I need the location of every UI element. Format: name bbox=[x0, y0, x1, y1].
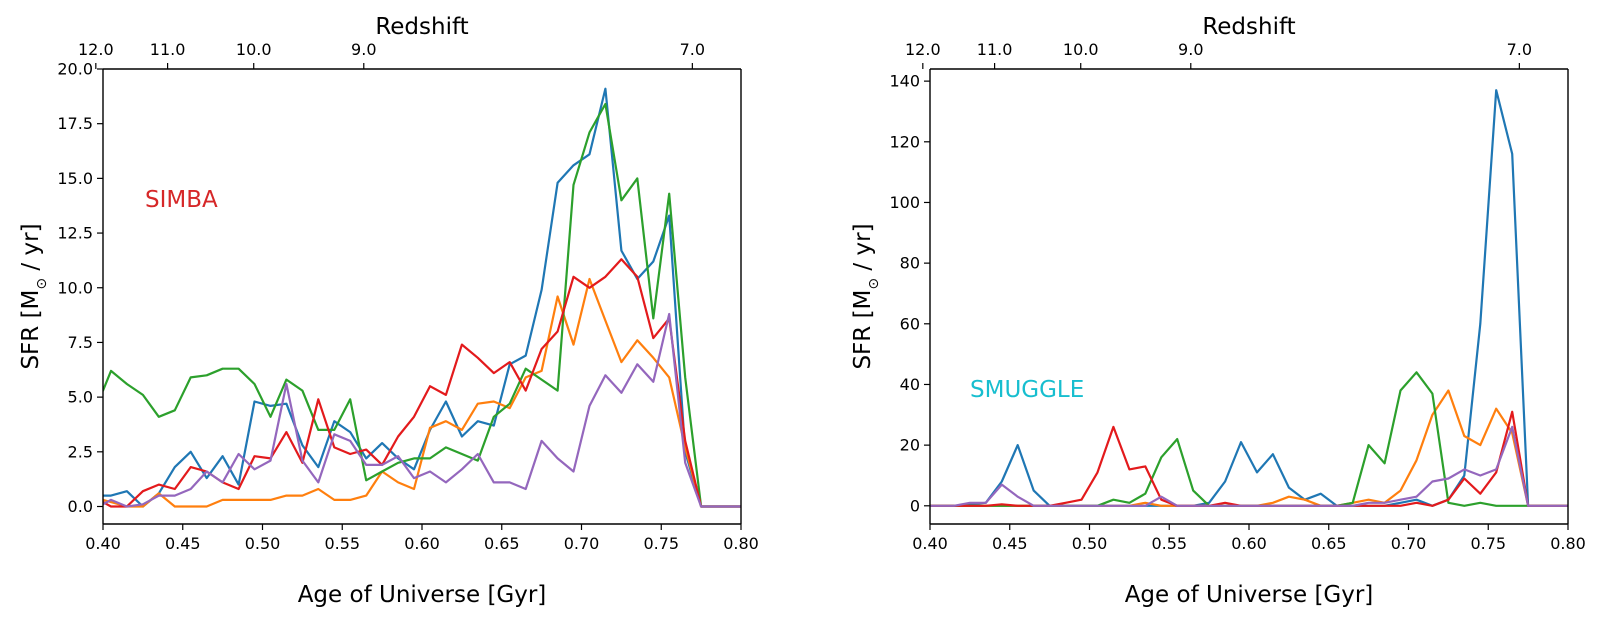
top-tick-label: 9.0 bbox=[1178, 40, 1203, 59]
x-tick-label: 0.55 bbox=[1151, 534, 1187, 553]
x-tick-label: 0.60 bbox=[1231, 534, 1267, 553]
series-group bbox=[103, 87, 741, 508]
top-tick-label: 7.0 bbox=[1507, 40, 1532, 59]
top-tick-label: 11.0 bbox=[977, 40, 1013, 59]
top-axis-title: Redshift bbox=[1202, 14, 1295, 40]
y-tick-label: 15.0 bbox=[57, 169, 93, 188]
y-axis-title-main: SFR [M bbox=[18, 290, 44, 370]
x-tick-label: 0.40 bbox=[912, 534, 948, 553]
y-axis-title: SFR [M⊙ / yr] bbox=[850, 223, 882, 369]
x-tick-label: 0.75 bbox=[1470, 534, 1506, 553]
y-tick-label: 60 bbox=[900, 314, 920, 333]
y-tick-label: 20 bbox=[900, 436, 920, 455]
series-line-red bbox=[103, 258, 741, 508]
top-tick-label: 12.0 bbox=[905, 40, 941, 59]
top-tick-label: 10.0 bbox=[236, 40, 272, 59]
y-axis-title-tail: / yr] bbox=[18, 223, 44, 277]
x-tick-label: 0.80 bbox=[723, 534, 759, 553]
top-tick-label: 12.0 bbox=[78, 40, 114, 59]
x-tick-label: 0.75 bbox=[643, 534, 679, 553]
series-line-blue bbox=[103, 87, 741, 508]
top-tick-label: 7.0 bbox=[680, 40, 705, 59]
y-axis-title: SFR [M⊙ / yr] bbox=[18, 223, 50, 369]
y-tick-label: 5.0 bbox=[68, 388, 93, 407]
panel-label: SIMBA bbox=[145, 187, 218, 213]
x-tick-label: 0.70 bbox=[564, 534, 600, 553]
x-tick-label: 0.45 bbox=[992, 534, 1028, 553]
y-tick-label: 2.5 bbox=[68, 442, 93, 461]
series-line-purple bbox=[103, 312, 741, 508]
y-tick-label: 120 bbox=[889, 132, 920, 151]
y-tick-label: 140 bbox=[889, 72, 920, 91]
x-tick-label: 0.60 bbox=[404, 534, 440, 553]
series-line-purple bbox=[930, 425, 1568, 507]
x-tick-label: 0.65 bbox=[484, 534, 520, 553]
y-tick-label: 40 bbox=[900, 375, 920, 394]
y-tick-label: 12.5 bbox=[57, 224, 93, 243]
top-tick-label: 9.0 bbox=[351, 40, 376, 59]
series-line-blue bbox=[930, 89, 1568, 507]
x-tick-label: 0.50 bbox=[1072, 534, 1108, 553]
top-tick-label: 10.0 bbox=[1063, 40, 1099, 59]
y-tick-label: 10.0 bbox=[57, 278, 93, 297]
top-axis-title: Redshift bbox=[375, 14, 468, 40]
y-tick-label: 17.5 bbox=[57, 114, 93, 133]
top-tick-label: 11.0 bbox=[150, 40, 186, 59]
y-tick-label: 7.5 bbox=[68, 333, 93, 352]
y-axis-title-sub: ⊙ bbox=[34, 278, 50, 290]
panel-label: SMUGGLE bbox=[970, 377, 1084, 403]
x-tick-label: 0.55 bbox=[324, 534, 360, 553]
y-tick-label: 20.0 bbox=[57, 60, 93, 79]
y-tick-label: 100 bbox=[889, 193, 920, 212]
x-tick-label: 0.40 bbox=[85, 534, 121, 553]
y-tick-label: 0.0 bbox=[68, 497, 93, 516]
x-tick-label: 0.80 bbox=[1550, 534, 1586, 553]
series-line-orange bbox=[103, 277, 741, 508]
x-tick-label: 0.70 bbox=[1391, 534, 1427, 553]
x-axis-title: Age of Universe [Gyr] bbox=[298, 582, 547, 608]
x-tick-label: 0.45 bbox=[165, 534, 201, 553]
y-tick-label: 80 bbox=[900, 254, 920, 273]
x-tick-label: 0.65 bbox=[1311, 534, 1347, 553]
x-tick-label: 0.50 bbox=[245, 534, 281, 553]
chart-panel-smuggle: 0.40 0.45 0.50 0.55 0.60 0.65 0.70 0.75 0.80 0 20 4… bbox=[850, 14, 1586, 608]
series-line-green bbox=[103, 102, 741, 508]
x-axis-title: Age of Universe [Gyr] bbox=[1125, 582, 1374, 608]
y-axis-title-tail: / yr] bbox=[850, 223, 876, 277]
y-axis-title-main: SFR [M bbox=[850, 290, 876, 370]
y-axis-title-sub: ⊙ bbox=[866, 278, 882, 290]
y-tick-label: 0 bbox=[910, 496, 920, 515]
chart-panel-simba: 0.40 0.45 0.50 0.55 0.60 0.65 0.70 0.75 0.80 0.0 2… bbox=[18, 14, 759, 608]
series-group bbox=[930, 89, 1568, 507]
